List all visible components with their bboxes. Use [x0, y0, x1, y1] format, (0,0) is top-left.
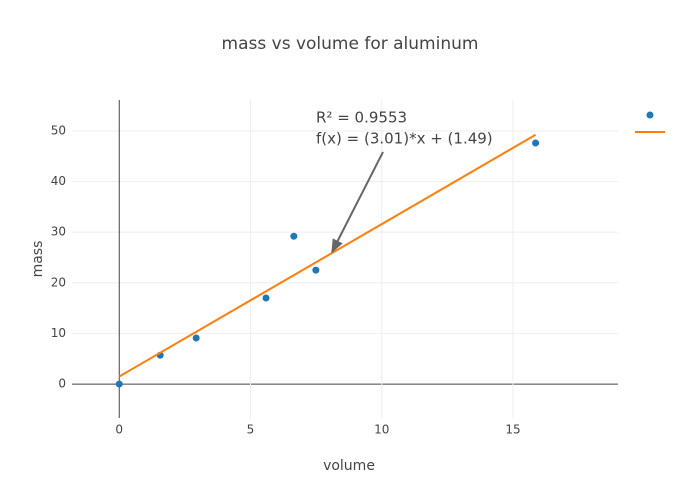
y-tick-label: 30: [51, 225, 66, 239]
y-axis-title: mass: [30, 241, 46, 278]
annotation-text: R² = 0.9553: [316, 109, 407, 127]
legend: [635, 111, 665, 133]
y-tick-label: 10: [51, 326, 66, 340]
x-tick-label: 15: [505, 423, 520, 437]
x-tick-label: 5: [247, 423, 255, 437]
grid: 0 10 20 30 40 50 0 5 10 15: [51, 100, 618, 437]
y-tick-label: 50: [51, 123, 66, 137]
fit-line: [118, 133, 537, 378]
x-axis-title: volume: [323, 458, 375, 474]
data-point: [115, 380, 123, 388]
x-tick-label: 10: [374, 423, 389, 437]
annotation-text: f(x) = (3.01)*x + (1.49): [316, 130, 493, 148]
plot-area: [115, 133, 540, 388]
annotation-arrow: [331, 151, 384, 254]
x-tick-label: 0: [115, 423, 123, 437]
data-point: [290, 232, 298, 240]
y-tick-label: 20: [51, 275, 66, 289]
y-tick-label: 40: [51, 174, 66, 188]
legend-marker: [646, 111, 654, 119]
data-point: [262, 294, 270, 302]
data-point: [192, 334, 200, 342]
data-point: [312, 266, 320, 274]
chart-title: mass vs volume for aluminum: [222, 34, 479, 54]
data-point: [532, 139, 540, 147]
y-tick-label: 0: [58, 377, 66, 391]
